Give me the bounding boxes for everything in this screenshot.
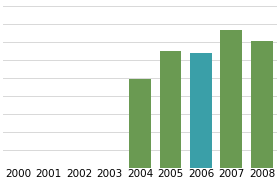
Bar — [160, 51, 181, 168]
Bar — [190, 53, 212, 168]
Bar — [220, 30, 242, 168]
Bar — [129, 79, 151, 168]
Bar — [251, 42, 273, 168]
